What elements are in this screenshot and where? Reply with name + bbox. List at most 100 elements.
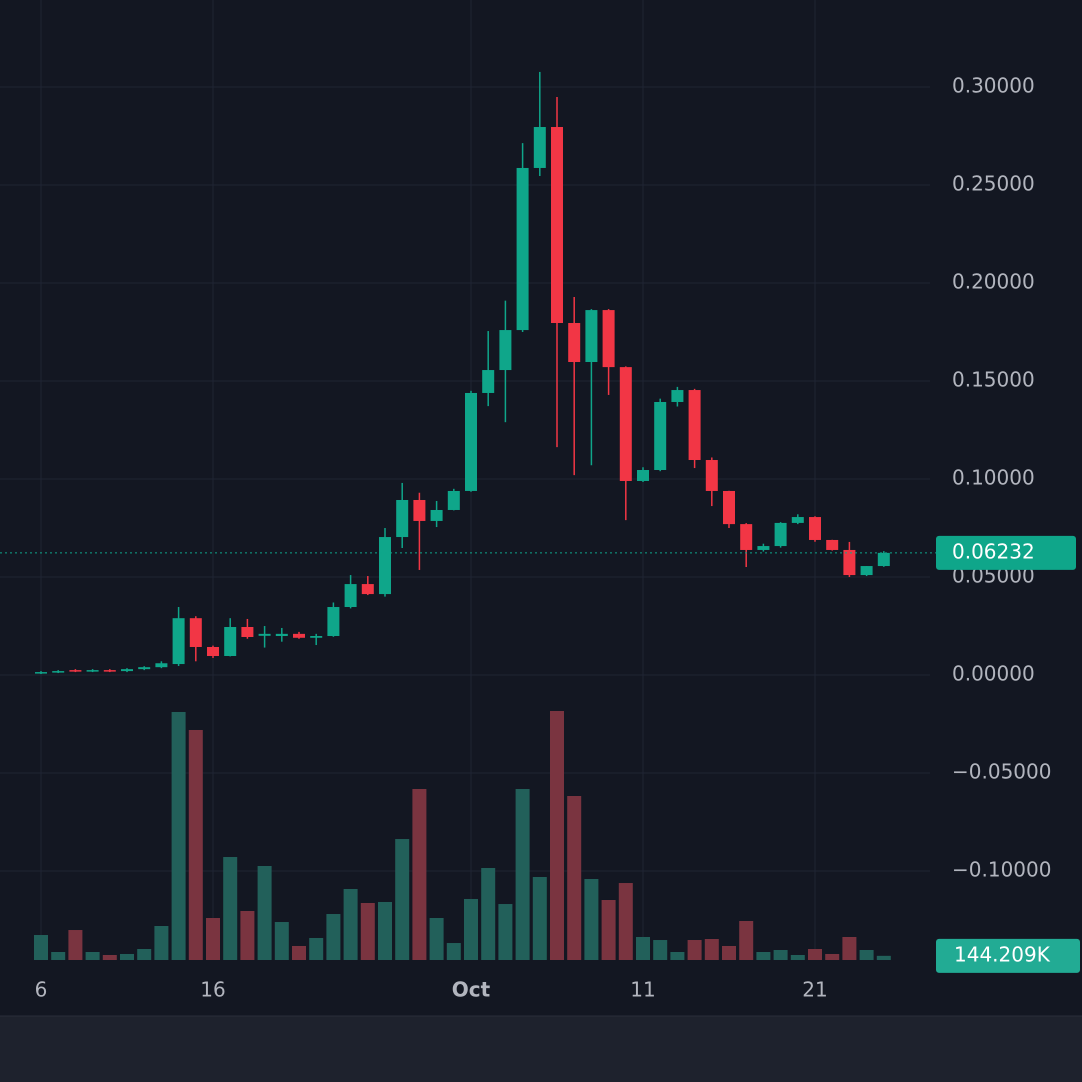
candle-body [809,517,821,540]
x-tick-label: 21 [802,978,827,1002]
volume-bar [171,711,186,960]
x-tick-label: 16 [200,978,225,1002]
candle-body [413,499,426,521]
volume-label-box [936,938,1080,973]
volume-bar [309,937,324,960]
volume-bar [704,938,719,960]
volume-bar [34,935,48,960]
candle-body [430,509,443,521]
volume-bar [412,789,427,960]
candle-body [465,392,477,491]
candle-body [671,390,684,402]
candle-body [310,636,323,638]
candle-body [189,618,202,647]
candle-body [585,310,598,363]
candle-body [361,584,374,595]
y-tick-label: 0.20000 [952,270,1035,294]
candle-body [533,127,546,168]
y-tick-label: 0.00000 [952,662,1035,686]
candle-body [774,522,787,547]
volume-bar [687,940,702,960]
volume-bar [326,914,341,960]
volume-bar [206,917,220,960]
candle-body [121,669,133,672]
candle-body [207,646,219,657]
candle-body [52,671,65,673]
x-tick-label: 6 [35,978,48,1002]
volume-bar [859,950,874,960]
candle-body [275,633,288,637]
price-label: 0.06232 [952,539,1035,563]
volume-bar [68,930,83,960]
volume-bar [360,903,375,960]
candle-body [241,626,254,637]
candle-body [155,663,168,668]
volume-bar [395,839,410,960]
x-tick-label: Oct [452,978,491,1002]
candle-body [69,670,82,672]
candle-body [344,584,357,608]
volume-bar [808,948,822,960]
y-tick-label: 0.15000 [952,368,1035,392]
candle-body [568,323,581,363]
candle-body [723,490,735,525]
volume-bar [515,789,530,960]
candle-body [86,670,99,672]
candle-body [705,460,718,491]
volume-bar [137,948,152,960]
price-label-box [936,535,1076,570]
footer-bar [0,1016,1082,1082]
candle-body [327,607,340,637]
candle-body [172,618,185,665]
volume-bar [773,950,788,960]
candle-body [654,401,667,471]
candle-body [293,633,305,638]
candle-body [482,370,495,393]
volume-bar [188,729,203,960]
volume-bar [567,795,582,960]
volume-bar [223,857,238,960]
volume-bar [550,711,564,960]
y-tick-label: −0.05000 [952,760,1051,784]
volume-bar [102,955,117,960]
volume-bar [636,937,650,960]
volume-bar [257,865,272,960]
volume-bar [429,917,444,960]
volume-bar [532,877,547,960]
candle-body [637,470,649,481]
candle-body [602,310,615,368]
candle-body [35,672,47,674]
candle-body [551,127,563,324]
volume-bar [876,955,891,960]
candle-body [791,517,804,523]
candle-body [499,330,512,371]
y-tick-label: 0.30000 [952,74,1035,98]
candle-body [258,633,271,636]
volume-bar [601,899,616,960]
volume-bar [51,951,66,960]
candle-body [516,167,529,331]
volume-bar [446,943,461,960]
candle-body [826,539,839,550]
candle-body [224,626,237,657]
volume-bar [653,940,668,960]
candle-body [447,490,460,510]
candle-body [740,524,753,550]
candle-body [843,549,856,576]
volume-bar [618,883,633,960]
x-tick-label: 11 [630,978,655,1002]
volume-bar [756,951,771,960]
volume-bar [825,953,840,960]
candle-body [860,566,873,576]
y-tick-label: 0.10000 [952,466,1035,490]
volume-bar [722,945,736,960]
volume-bar [498,904,513,960]
volume-bar [378,901,392,960]
candle-body [379,537,391,595]
volume-bar [584,878,599,960]
y-tick-label: −0.10000 [952,858,1051,882]
volume-bar [464,898,478,960]
volume-bar [292,945,306,960]
